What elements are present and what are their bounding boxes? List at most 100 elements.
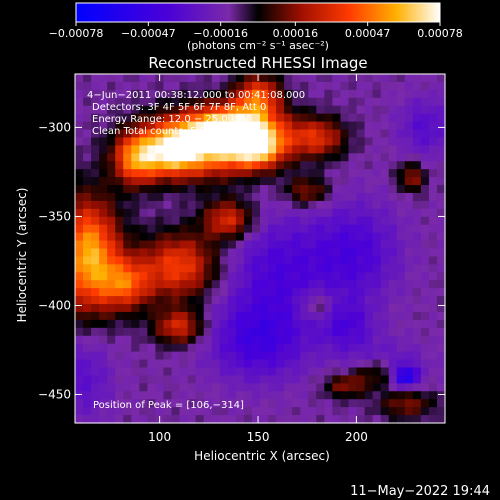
heatmap-cell bbox=[171, 399, 181, 408]
heatmap-cell bbox=[300, 415, 309, 424]
heatmap-cell bbox=[91, 169, 100, 178]
heatmap-cell bbox=[324, 311, 333, 321]
heatmap-cell bbox=[300, 192, 309, 202]
heatmap-cell bbox=[348, 248, 358, 258]
heatmap-cell bbox=[292, 177, 301, 186]
heatmap-cell bbox=[380, 311, 390, 321]
heatmap-cell bbox=[203, 113, 213, 123]
heatmap-cell bbox=[75, 264, 84, 273]
heatmap-cell bbox=[83, 335, 92, 345]
heatmap-cell bbox=[404, 105, 414, 115]
heatmap-cell bbox=[219, 81, 229, 91]
heatmap-cell bbox=[332, 224, 342, 234]
heatmap-cell bbox=[308, 232, 317, 242]
heatmap-cell bbox=[300, 359, 309, 369]
heatmap-cell bbox=[324, 367, 333, 377]
heatmap-cell bbox=[227, 264, 237, 273]
heatmap-cell bbox=[99, 359, 108, 369]
heatmap-cell bbox=[235, 113, 245, 123]
heatmap-cell bbox=[428, 216, 438, 226]
heatmap-cell bbox=[372, 208, 382, 218]
heatmap-cell bbox=[372, 264, 382, 273]
heatmap-cell bbox=[404, 415, 414, 424]
heatmap-cell bbox=[372, 280, 382, 289]
heatmap-cell bbox=[163, 391, 173, 400]
heatmap-cell bbox=[179, 105, 189, 115]
heatmap-cell bbox=[75, 304, 84, 313]
heatmap-cell bbox=[316, 232, 325, 242]
heatmap-cell bbox=[332, 121, 342, 131]
heatmap-cell bbox=[324, 399, 333, 408]
heatmap-cell bbox=[284, 351, 293, 361]
annotation-total-counts: Clean Total counts: 5.90E+03 bbox=[92, 126, 240, 137]
heatmap-cell bbox=[348, 319, 358, 329]
heatmap-cell bbox=[211, 327, 221, 337]
heatmap-cell bbox=[235, 319, 245, 329]
heatmap-cell bbox=[211, 216, 221, 226]
heatmap-cell bbox=[300, 407, 309, 416]
heatmap-cell bbox=[131, 121, 140, 131]
heatmap-cell bbox=[107, 359, 116, 369]
heatmap-cell bbox=[203, 327, 213, 337]
heatmap-cell bbox=[404, 335, 414, 345]
heatmap-cell bbox=[91, 264, 100, 273]
heatmap-cell bbox=[179, 375, 189, 384]
heatmap-cell bbox=[300, 129, 309, 139]
heatmap-cell bbox=[163, 367, 173, 377]
heatmap-cell bbox=[99, 105, 108, 115]
heatmap-cell bbox=[292, 224, 301, 234]
heatmap-cell bbox=[300, 145, 309, 154]
heatmap-cell bbox=[276, 113, 285, 123]
heatmap-cell bbox=[372, 216, 382, 226]
heatmap-cell bbox=[219, 256, 229, 265]
heatmap-cell bbox=[316, 288, 325, 297]
heatmap-cell bbox=[340, 145, 350, 154]
heatmap-cell bbox=[187, 89, 197, 99]
heatmap-cell bbox=[332, 407, 342, 416]
heatmap-cell bbox=[235, 185, 245, 194]
heatmap-cell bbox=[316, 105, 325, 115]
heatmap-cell bbox=[171, 240, 181, 250]
heatmap-cell bbox=[131, 383, 140, 392]
heatmap-cell bbox=[332, 391, 342, 400]
heatmap-cell bbox=[195, 304, 205, 313]
heatmap-cell bbox=[123, 248, 132, 258]
heatmap-cell bbox=[292, 97, 301, 107]
heatmap-cell bbox=[115, 177, 124, 186]
heatmap-cell bbox=[404, 129, 414, 139]
heatmap-cell bbox=[428, 232, 438, 242]
heatmap-cell bbox=[436, 256, 446, 265]
heatmap-cell bbox=[171, 192, 181, 202]
heatmap-cell bbox=[147, 200, 157, 210]
heatmap-cell bbox=[195, 288, 205, 297]
heatmap-cell bbox=[155, 145, 165, 154]
heatmap-cell bbox=[388, 81, 398, 91]
heatmap-cell bbox=[268, 169, 277, 178]
heatmap-cell bbox=[163, 288, 173, 297]
heatmap-cell bbox=[243, 319, 253, 329]
heatmap-cell bbox=[203, 367, 213, 377]
heatmap-cell bbox=[163, 97, 173, 107]
heatmap-cell bbox=[203, 240, 213, 250]
heatmap-cell bbox=[260, 161, 269, 170]
heatmap-cell bbox=[356, 375, 366, 384]
heatmap-cell bbox=[123, 327, 132, 337]
heatmap-cell bbox=[171, 351, 181, 361]
heatmap-cell bbox=[324, 161, 333, 170]
heatmap-cell bbox=[155, 327, 165, 337]
heatmap-cell bbox=[227, 407, 237, 416]
heatmap-cell bbox=[139, 81, 148, 91]
heatmap-cell bbox=[284, 391, 293, 400]
heatmap-cell bbox=[147, 97, 157, 107]
heatmap-cell bbox=[131, 375, 140, 384]
heatmap-cell bbox=[131, 161, 140, 170]
heatmap-cell bbox=[219, 208, 229, 218]
heatmap-cell bbox=[251, 169, 261, 178]
heatmap-cell bbox=[300, 288, 309, 297]
heatmap-cell bbox=[251, 161, 261, 170]
heatmap-cell bbox=[83, 97, 92, 107]
heatmap-cell bbox=[380, 264, 390, 273]
heatmap-cell bbox=[276, 359, 285, 369]
heatmap-cell bbox=[412, 327, 422, 337]
heatmap-cell bbox=[163, 74, 173, 83]
